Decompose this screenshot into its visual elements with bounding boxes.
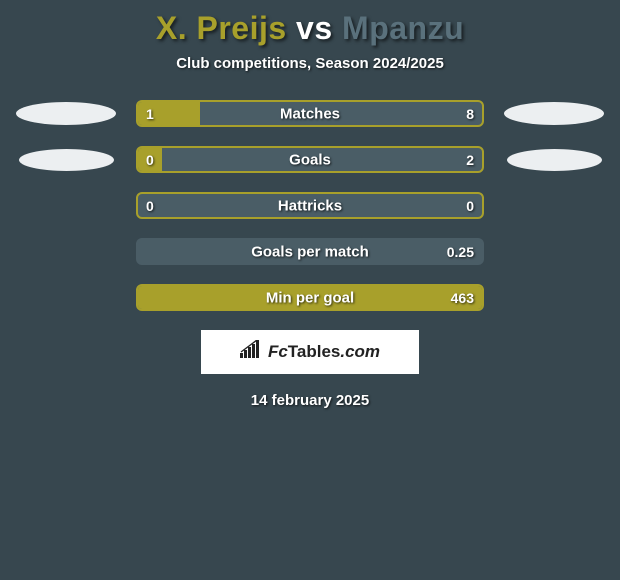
- stat-right-value: 0: [466, 198, 474, 214]
- stat-right-value: 8: [466, 106, 474, 122]
- date: 14 february 2025: [0, 392, 620, 409]
- stats-rows: 1 Matches 8 0 Goals 2 0 Hattricks 0 Goals per mat…: [0, 100, 620, 311]
- stat-bar: Goals per match 0.25: [136, 238, 484, 265]
- stat-row: Min per goal 463: [0, 284, 620, 311]
- logo-com: .com: [340, 342, 380, 361]
- logo-fc: Fc: [268, 342, 288, 361]
- player1-badge: [19, 149, 114, 171]
- stat-row: 1 Matches 8: [0, 100, 620, 127]
- stat-bar: 0 Goals 2: [136, 146, 484, 173]
- stat-label: Hattricks: [278, 197, 342, 214]
- left-ellipse-slot: [16, 238, 116, 265]
- stat-left-value: 0: [146, 152, 154, 168]
- stat-row: 0 Goals 2: [0, 146, 620, 173]
- player1-name: X. Preijs: [156, 10, 287, 46]
- stat-right-value: 463: [451, 290, 474, 306]
- stat-row: 0 Hattricks 0: [0, 192, 620, 219]
- stat-bar: 0 Hattricks 0: [136, 192, 484, 219]
- player2-badge: [504, 102, 604, 125]
- stat-left-value: 1: [146, 106, 154, 122]
- stat-label: Goals: [289, 151, 331, 168]
- title: X. Preijs vs Mpanzu: [0, 10, 620, 47]
- logo-text: FcTables.com: [268, 342, 380, 362]
- right-ellipse-slot: [504, 192, 604, 219]
- right-ellipse-slot: [504, 238, 604, 265]
- stat-label: Matches: [280, 105, 340, 122]
- stat-right-value: 2: [466, 152, 474, 168]
- left-ellipse-slot: [16, 284, 116, 311]
- stat-row: Goals per match 0.25: [0, 238, 620, 265]
- right-ellipse-slot: [504, 146, 604, 173]
- stat-left-value: 0: [146, 198, 154, 214]
- right-ellipse-slot: [504, 100, 604, 127]
- left-ellipse-slot: [16, 192, 116, 219]
- infographic-container: X. Preijs vs Mpanzu Club competitions, S…: [0, 0, 620, 409]
- stat-label: Goals per match: [251, 243, 369, 260]
- left-ellipse-slot: [16, 100, 116, 127]
- player2-name: Mpanzu: [342, 10, 464, 46]
- right-ellipse-slot: [504, 284, 604, 311]
- stat-bar: 1 Matches 8: [136, 100, 484, 127]
- stat-right-value: 0.25: [447, 244, 474, 260]
- left-ellipse-slot: [16, 146, 116, 173]
- stat-label: Min per goal: [266, 289, 354, 306]
- logo-tables: Tables: [288, 342, 341, 361]
- subtitle: Club competitions, Season 2024/2025: [0, 55, 620, 72]
- bar-chart-icon: [240, 340, 262, 365]
- stat-bar: Min per goal 463: [136, 284, 484, 311]
- vs-text: vs: [296, 10, 333, 46]
- player1-badge: [16, 102, 116, 125]
- player2-badge: [507, 149, 602, 171]
- logo-box[interactable]: FcTables.com: [201, 330, 419, 374]
